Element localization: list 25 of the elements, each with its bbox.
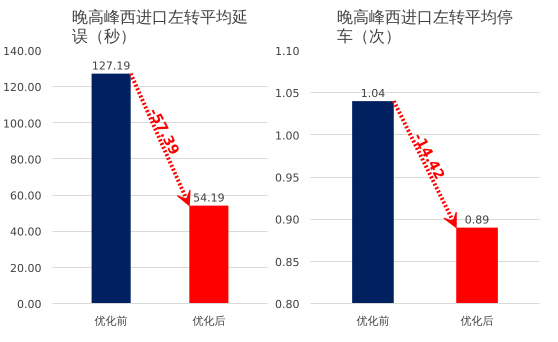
y-tick-label: 0.80 [275,298,300,311]
y-tick-label: 120.00 [3,81,42,94]
y-tick-label: 0.95 [275,172,300,184]
x-tick-label: 优化后 [460,314,494,328]
x-tick-label: 优化前 [94,314,128,328]
y-tick-label: 1.05 [275,87,300,100]
x-tick-label: 优化前 [356,314,390,328]
y-tick-label: 60.00 [10,190,42,203]
data-label: 127.19 [92,60,130,73]
data-label: 54.19 [193,192,225,205]
y-tick-label: 40.00 [10,226,42,239]
y-tick-label: 140.00 [3,45,42,58]
chart-title: 晚高峰西进口左转平均停车（次） [337,8,513,46]
y-tick-label: 80.00 [10,153,42,166]
y-tick-label: 1.00 [275,129,300,142]
chart-title: 晚高峰西进口左转平均延误（秒） [72,8,248,46]
y-tick-label: 0.90 [275,214,300,227]
data-label: 1.04 [360,87,386,100]
y-tick-label: 20.00 [10,262,42,275]
data-label: 0.89 [464,214,490,227]
y-tick-label: 1.10 [275,45,300,58]
y-tick-label: 0.00 [17,298,42,311]
y-tick-label: 0.85 [275,256,300,269]
x-tick-label: 优化后 [192,314,226,328]
y-tick-label: 100.00 [3,117,42,130]
